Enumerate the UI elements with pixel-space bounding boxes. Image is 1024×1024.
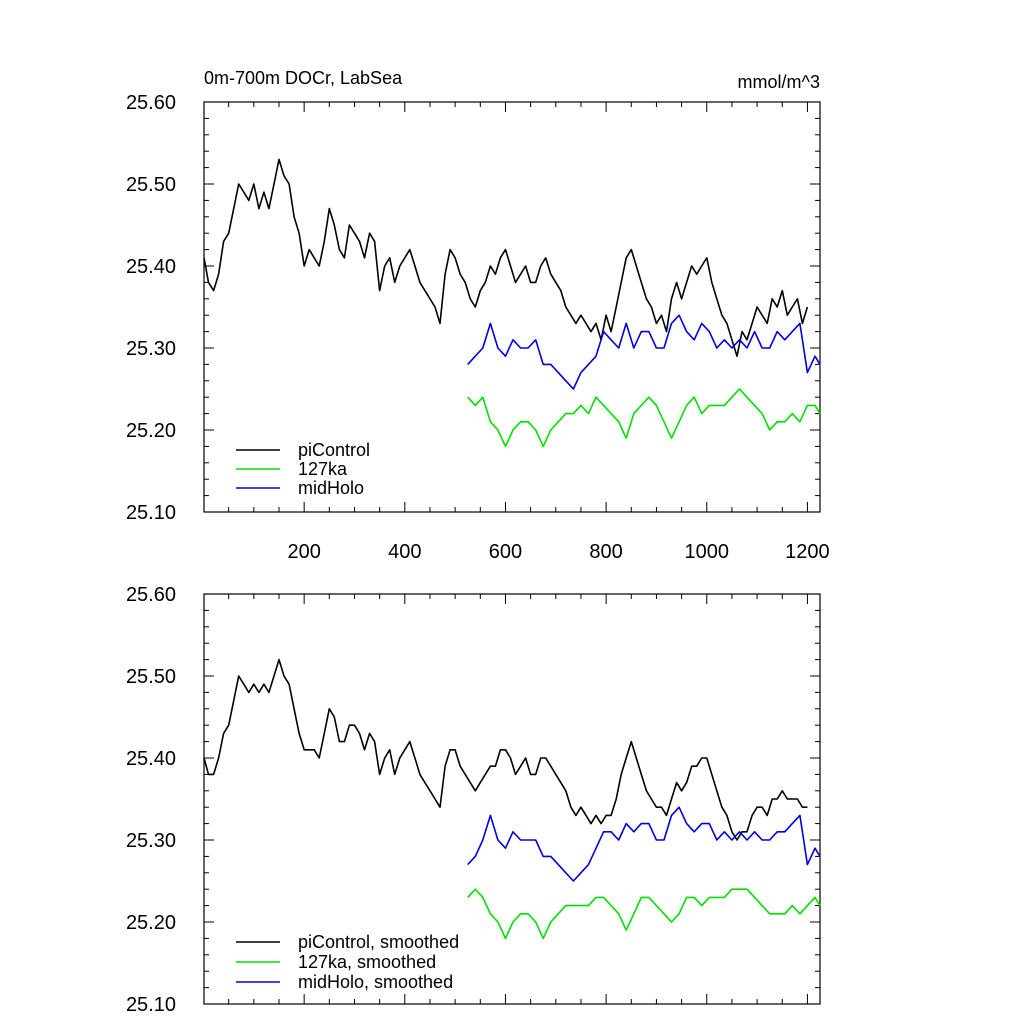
series-line-picontrol-smoothed: [203, 658, 808, 841]
x-tick-label: 1000: [685, 541, 730, 563]
series-line-midholo: [467, 314, 821, 390]
y-tick-label: 25.60: [126, 92, 176, 114]
series-line-picontrol: [203, 158, 809, 358]
y-tick-label: 25.50: [126, 666, 176, 688]
x-tick-label: 1200: [785, 541, 830, 563]
x-tick-label: 400: [388, 541, 421, 563]
y-tick-label: 25.60: [126, 584, 176, 606]
x-tick-label: 200: [287, 541, 320, 563]
y-tick-label: 25.10: [126, 994, 176, 1016]
x-tick-label: 600: [489, 541, 522, 563]
y-tick-label: 25.50: [126, 174, 176, 196]
y-tick-label: 25.30: [126, 338, 176, 360]
series-line-127ka: [467, 388, 821, 448]
legend-entry: midHolo, smoothed: [298, 972, 453, 992]
legend-entry: piControl, smoothed: [298, 932, 459, 952]
y-tick-label: 25.40: [126, 748, 176, 770]
plot-frame: [203, 593, 821, 1005]
y-tick-label: 25.20: [126, 912, 176, 934]
y-tick-label: 25.40: [126, 256, 176, 278]
legend-entry: 127ka, smoothed: [298, 952, 436, 972]
x-tick-label: 800: [589, 541, 622, 563]
series-line-127ka-smoothed: [467, 888, 821, 940]
legend-entry: 127ka: [298, 459, 348, 479]
units-label: mmol/m^3: [738, 72, 820, 92]
chart-title: 0m-700m DOCr, LabSea: [204, 68, 403, 88]
y-tick-label: 25.20: [126, 420, 176, 442]
plot-frame: [203, 101, 821, 513]
y-tick-label: 25.10: [126, 502, 176, 524]
top-panel: 0m-700m DOCr, LabSea mmol/m^3 25.10 25.20…: [126, 68, 830, 563]
bottom-panel: 25.10 25.20 25.30 25.40 25.50 25.60 piControl,…: [126, 584, 821, 1016]
legend-entry: piControl: [298, 440, 370, 460]
y-tick-label: 25.30: [126, 830, 176, 852]
legend-entry: midHolo: [298, 478, 364, 498]
series-line-midholo-smoothed: [467, 806, 821, 882]
